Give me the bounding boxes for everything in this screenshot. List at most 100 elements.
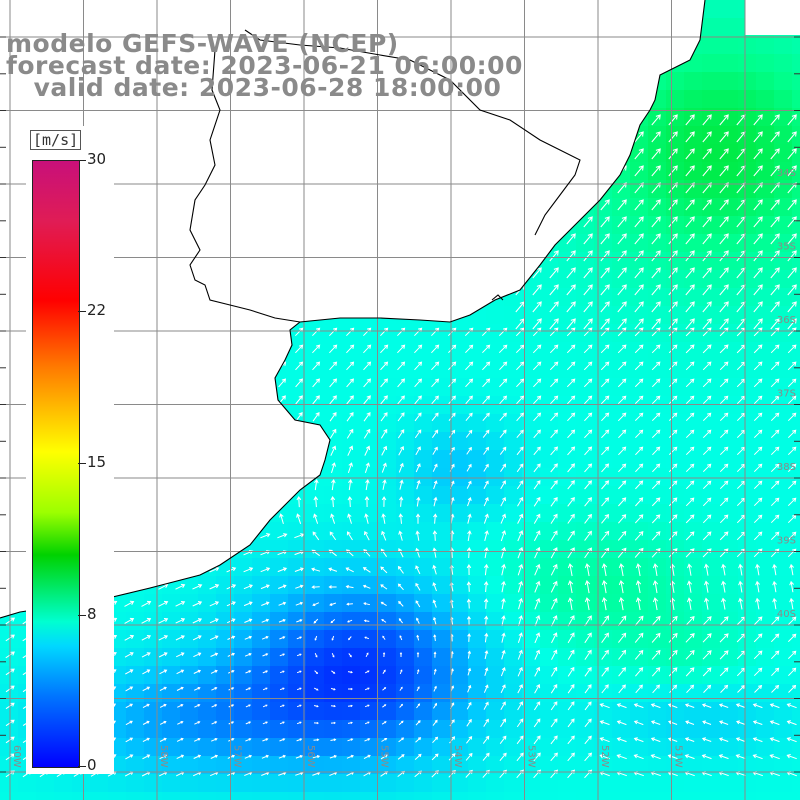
wind-arrow-icon	[329, 754, 337, 759]
lat-label: 39S	[777, 536, 796, 547]
wind-arrow-icon	[465, 395, 473, 405]
wind-arrow-icon	[771, 684, 780, 693]
wind-arrow-icon	[516, 395, 525, 405]
wind-arrow-icon	[364, 496, 370, 508]
wind-arrow-icon	[567, 513, 575, 524]
wind-arrow-icon	[667, 703, 678, 709]
wind-arrow-icon	[719, 318, 729, 330]
wind-arrow-icon	[651, 233, 661, 245]
wind-arrow-icon	[549, 301, 559, 313]
latitude-labels: 34S 35S 36S 37S 38S 39S 40S	[777, 168, 796, 620]
wind-arrow-icon	[668, 649, 678, 660]
wind-arrow-icon	[175, 618, 186, 624]
wind-arrow-icon	[499, 361, 508, 371]
wind-arrow-icon	[787, 267, 797, 279]
wind-arrow-icon	[159, 754, 168, 760]
wind-arrow-icon	[634, 301, 644, 313]
wind-arrow-icon	[279, 738, 286, 742]
wind-arrow-icon	[635, 580, 642, 594]
wind-arrow-icon	[702, 114, 712, 126]
wind-arrow-icon	[567, 597, 574, 610]
wind-arrow-icon	[738, 580, 743, 593]
wind-arrow-icon	[668, 267, 678, 279]
wind-arrow-icon	[668, 463, 678, 473]
wind-arrow-icon	[685, 650, 695, 660]
wind-arrow-icon	[753, 216, 763, 228]
wind-arrow-icon	[330, 687, 336, 691]
wind-arrow-icon	[501, 546, 506, 559]
wind-arrow-icon	[735, 754, 746, 760]
wind-arrow-icon	[668, 148, 678, 160]
wind-arrow-icon	[550, 513, 558, 524]
wind-arrow-icon	[296, 619, 303, 623]
wind-arrow-icon	[719, 114, 729, 126]
wind-arrow-icon	[365, 652, 369, 658]
wind-arrow-icon	[362, 567, 371, 573]
wind-arrow-icon	[686, 597, 693, 610]
wind-arrow-icon	[685, 301, 695, 313]
wind-arrow-icon	[685, 514, 695, 524]
wind-arrow-icon	[634, 284, 644, 296]
wind-arrow-icon	[382, 687, 387, 691]
wind-arrow-icon	[704, 563, 710, 576]
wind-arrow-icon	[702, 267, 712, 279]
wind-arrow-icon	[550, 597, 558, 610]
wind-arrow-icon	[633, 737, 644, 743]
wind-arrow-icon	[668, 412, 678, 422]
wind-arrow-icon	[312, 531, 320, 541]
wind-arrow-icon	[618, 497, 627, 507]
wind-arrow-icon	[193, 686, 201, 691]
wind-arrow-icon	[736, 720, 746, 725]
wind-arrow-icon	[209, 584, 220, 590]
wind-arrow-icon	[431, 361, 440, 371]
wind-arrow-icon	[380, 361, 389, 371]
wind-arrow-icon	[330, 445, 337, 456]
wind-arrow-icon	[635, 563, 642, 577]
wind-arrow-icon	[467, 497, 472, 507]
wind-arrow-icon	[414, 395, 422, 405]
wind-arrow-icon	[381, 445, 388, 456]
wind-arrow-icon	[279, 670, 285, 674]
wind-arrow-icon	[702, 199, 712, 211]
wind-arrow-icon	[685, 531, 695, 541]
wind-arrow-icon	[176, 686, 184, 691]
wind-arrow-icon	[617, 233, 627, 245]
wind-arrow-icon	[600, 233, 610, 245]
wind-arrow-icon	[753, 114, 763, 126]
wind-arrow-icon	[719, 131, 729, 143]
wind-arrow-icon	[634, 131, 644, 143]
wind-arrow-icon	[635, 667, 644, 677]
wind-arrow-icon	[634, 344, 644, 354]
wind-arrow-icon	[347, 671, 353, 674]
wind-arrow-icon	[651, 250, 661, 262]
wind-arrow-icon	[551, 649, 558, 660]
wind-arrow-icon	[600, 395, 610, 405]
wind-arrow-icon	[685, 284, 695, 296]
wind-arrow-icon	[601, 563, 608, 577]
wind-arrow-icon	[432, 616, 437, 625]
wind-arrow-icon	[534, 666, 541, 677]
wind-arrow-icon	[533, 530, 541, 542]
wind-arrow-icon	[397, 429, 405, 439]
wind-arrow-icon	[313, 495, 319, 508]
wind-arrow-icon	[331, 635, 335, 641]
wind-arrow-icon	[517, 513, 524, 524]
wind-arrow-icon	[363, 395, 371, 405]
wind-arrow-icon	[651, 632, 661, 643]
wind-arrow-icon	[770, 446, 780, 456]
wind-arrow-icon	[346, 412, 354, 422]
wind-arrow-icon	[550, 463, 558, 473]
wind-arrow-icon	[633, 703, 644, 709]
wind-arrow-icon	[311, 567, 321, 572]
wind-arrow-icon	[601, 513, 610, 524]
wind-arrow-icon	[500, 701, 506, 711]
wind-arrow-icon	[516, 480, 524, 490]
wind-arrow-icon	[363, 412, 371, 422]
wind-arrow-icon	[433, 634, 437, 641]
wind-arrow-icon	[549, 361, 559, 371]
wind-arrow-icon	[260, 584, 270, 590]
wind-arrow-icon	[719, 650, 729, 660]
wind-arrow-icon	[534, 683, 541, 694]
wind-arrow-icon	[466, 735, 473, 744]
wind-arrow-icon	[618, 649, 627, 660]
